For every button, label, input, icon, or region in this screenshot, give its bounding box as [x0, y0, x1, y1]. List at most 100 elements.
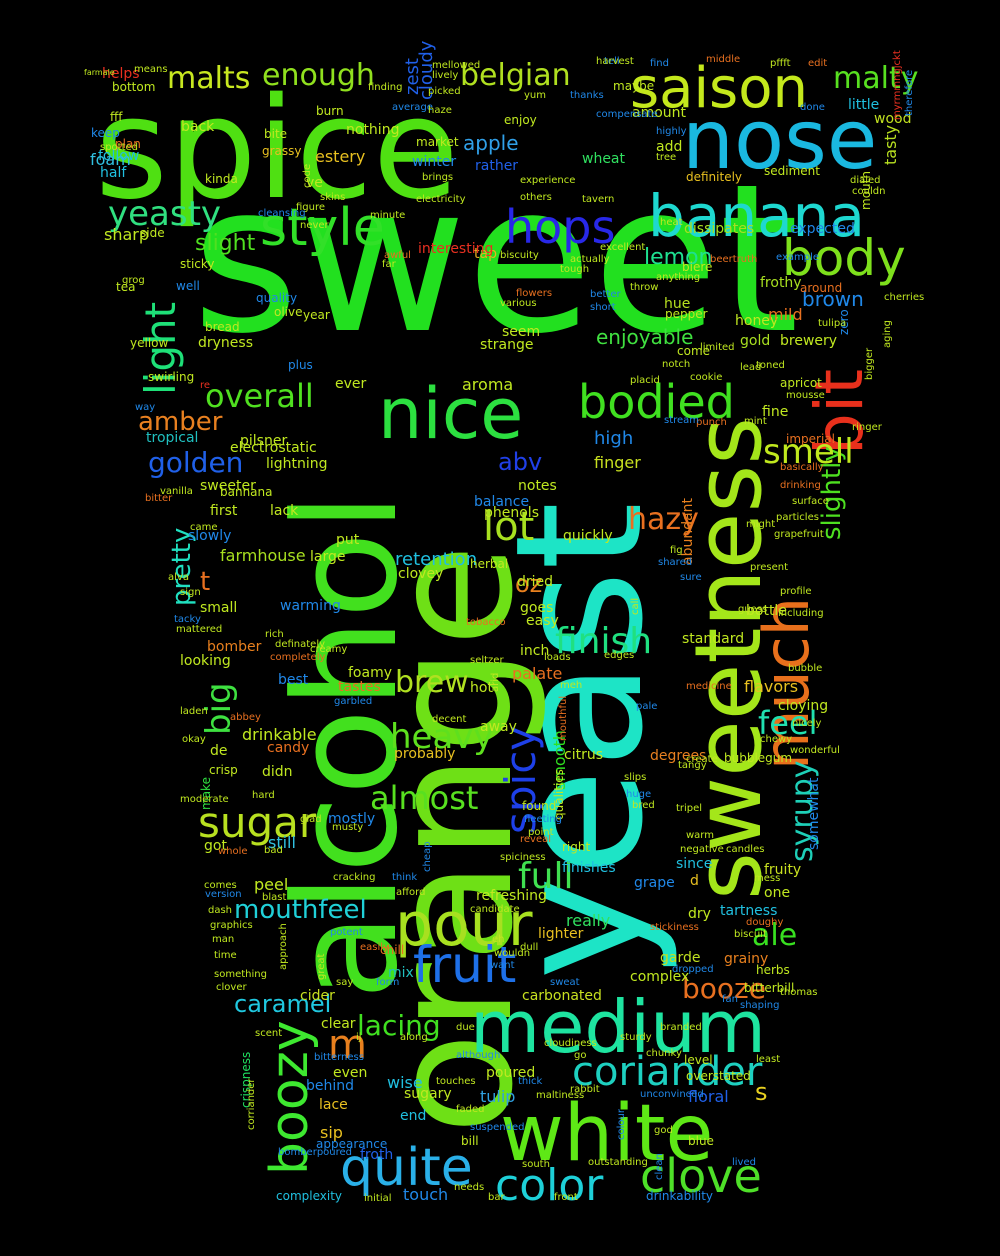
cloud-word: point — [528, 827, 554, 838]
cloud-word: clover — [216, 982, 247, 993]
cloud-word: orange — [354, 544, 550, 1135]
cloud-word: tripel — [676, 803, 702, 814]
cloud-word: wouldn — [494, 948, 530, 959]
cloud-word: better — [590, 289, 621, 300]
cloud-word: phenols — [484, 505, 539, 521]
cloud-word: clovey — [398, 566, 443, 582]
cloud-word: grainy — [724, 951, 768, 967]
cloud-word: mess — [754, 873, 780, 884]
cloud-word: tropical — [146, 430, 198, 446]
cloud-word: blast — [262, 892, 286, 903]
cloud-word: bigger — [864, 347, 875, 380]
cloud-word: find — [650, 58, 669, 69]
cloud-word: oz — [515, 570, 542, 598]
cloud-word: musty — [332, 822, 363, 833]
cloud-word: mix — [388, 965, 414, 981]
cloud-word: lacing — [357, 1009, 441, 1042]
cloud-word: potent — [330, 927, 363, 938]
cloud-word: limited — [700, 342, 735, 353]
cloud-word: overstated — [686, 1069, 751, 1083]
cloud-word: malts — [167, 61, 250, 96]
cloud-word: fine — [762, 404, 788, 420]
cloud-word: dialed — [850, 175, 881, 186]
cloud-word: de — [210, 743, 228, 759]
cloud-word: tastes — [338, 679, 381, 695]
cloud-word: rather — [475, 158, 518, 174]
cloud-word: eh — [492, 934, 505, 945]
cloud-word: pepper — [665, 307, 708, 321]
cloud-word: cloudy — [416, 40, 437, 100]
cloud-word: medicine — [686, 681, 732, 692]
cloud-word: slightly — [817, 446, 847, 540]
cloud-word: fig — [670, 545, 683, 556]
cloud-word: chunky — [646, 1048, 682, 1059]
cloud-word: highly — [656, 126, 687, 137]
cloud-word: foam — [90, 150, 131, 169]
cloud-word: couldn — [852, 186, 885, 197]
cloud-word: example — [776, 252, 819, 263]
cloud-word: decent — [432, 714, 466, 725]
cloud-word: back — [181, 119, 215, 135]
cloud-word: tavern — [582, 194, 614, 205]
cloud-word: abbey — [230, 712, 261, 723]
cloud-word: still — [268, 833, 296, 852]
cloud-word: thomas — [780, 987, 817, 998]
cloud-word: cloying — [778, 698, 828, 714]
cloud-word: body — [782, 229, 906, 287]
cloud-word: although — [456, 1050, 500, 1061]
cloud-word: thick — [518, 1076, 543, 1087]
cloud-word: make — [199, 777, 213, 810]
cloud-word: enjoyable — [596, 325, 693, 349]
cloud-word: mint — [744, 416, 767, 427]
cloud-word: electricity — [416, 194, 466, 205]
cloud-word: tea — [116, 280, 135, 294]
cloud-word: looking — [180, 653, 231, 669]
cloud-word: booze — [682, 972, 766, 1005]
cloud-word: harvest — [596, 56, 634, 67]
cloud-word: apricot — [780, 376, 822, 390]
cloud-word: easy — [526, 613, 559, 629]
cloud-word: year — [303, 308, 330, 322]
cloud-word: profile — [780, 586, 812, 597]
cloud-word: one — [764, 885, 790, 901]
cloud-word: nose — [682, 93, 877, 188]
cloud-word: spice — [95, 68, 459, 231]
cloud-word: bomberpoured — [278, 1147, 352, 1158]
cloud-word: punch — [696, 417, 727, 428]
cloud-word: probably — [394, 746, 455, 762]
cloud-word: finger — [594, 453, 641, 472]
cloud-word: since — [676, 856, 712, 872]
cloud-word: least — [756, 1054, 780, 1065]
cloud-word: tangy — [678, 760, 707, 771]
cloud-word: afford — [396, 887, 425, 898]
cloud-word: apple — [463, 131, 519, 155]
cloud-word: drinking — [780, 480, 821, 491]
cloud-word: vanilla — [160, 486, 193, 497]
cloud-word: tell — [604, 56, 620, 67]
cloud-word: hazy — [628, 502, 699, 537]
cloud-word: sweat — [550, 977, 580, 988]
cloud-word: warming — [280, 598, 341, 614]
cloud-word: wood — [874, 111, 911, 127]
cloud-word: graphics — [210, 920, 253, 931]
cloud-word: crispness — [239, 1052, 253, 1108]
cloud-word: south — [522, 1159, 550, 1170]
cloud-word: along — [400, 1032, 428, 1043]
cloud-word: wheat — [582, 151, 626, 167]
cloud-word: light — [136, 302, 185, 395]
cloud-word: clean — [654, 1153, 665, 1180]
cloud-word: slips — [624, 772, 646, 783]
cloud-word: faded — [456, 1104, 485, 1115]
cloud-word: pale — [636, 701, 657, 712]
cloud-word: found — [522, 799, 556, 813]
cloud-word: heavy — [390, 717, 494, 757]
cloud-word: stickiness — [650, 922, 699, 933]
cloud-word: dried — [517, 574, 553, 590]
cloud-word: arid — [490, 673, 501, 692]
cloud-word: present — [750, 562, 788, 573]
cloud-word: garde — [660, 950, 700, 966]
cloud-word: smooth — [550, 730, 569, 790]
cloud-word: rabbit — [570, 1084, 600, 1095]
cloud-word: peel — [254, 875, 288, 894]
